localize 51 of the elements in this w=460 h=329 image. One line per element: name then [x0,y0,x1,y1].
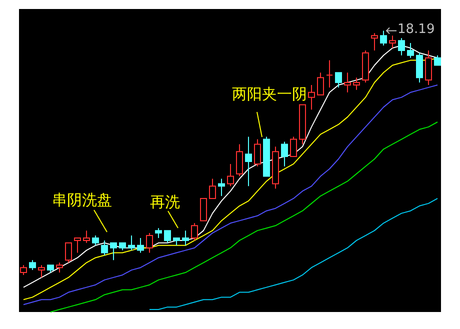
candlestick [101,240,108,256]
candlestick [20,264,27,276]
candlestick [110,242,117,261]
candlestick [353,77,360,90]
candlestick [227,163,234,187]
candlestick [29,260,36,271]
candlestick [182,230,189,246]
candlestick [65,242,72,264]
candlestick [173,237,180,246]
candlestick [335,72,342,88]
candlestick [128,235,135,251]
candlestick [236,144,243,177]
candlestick [191,222,198,241]
candlestick [362,50,369,84]
candlestick [317,72,324,96]
candlestick [272,146,279,190]
candlestick [74,237,81,254]
annotation: 18.19 [398,20,435,39]
candlestick [47,264,54,274]
candlestick [425,50,432,86]
candlestick [38,264,45,278]
candlestick [119,242,126,251]
candlestick [416,52,423,84]
candlestick [371,32,378,51]
candlestick [344,72,351,93]
candlestick [308,84,315,110]
candlestick [326,60,333,88]
annotation: 两阳夹一阴 [232,85,307,103]
candlestick [155,228,162,238]
candlestick [263,136,270,177]
candlestick [434,54,441,66]
candlestick [83,230,90,244]
candlestick [299,104,306,145]
candlestick [281,141,288,167]
candlestick [245,136,252,187]
candlestick [398,38,405,56]
candlestick [56,262,63,274]
candlestick [137,237,144,254]
candlestick [146,232,153,254]
annotation: 串阴洗盘 [52,191,112,209]
candlestick [164,230,171,244]
candlestick [407,42,414,58]
candlestick [389,35,396,48]
candlestick [218,178,225,197]
candlestick [200,198,207,222]
candlestick [92,235,99,246]
candlestick [209,178,216,199]
candlestick [254,138,261,167]
annotation: 再洗 [150,193,180,211]
candlestick [380,30,387,46]
candlestick [290,136,297,158]
